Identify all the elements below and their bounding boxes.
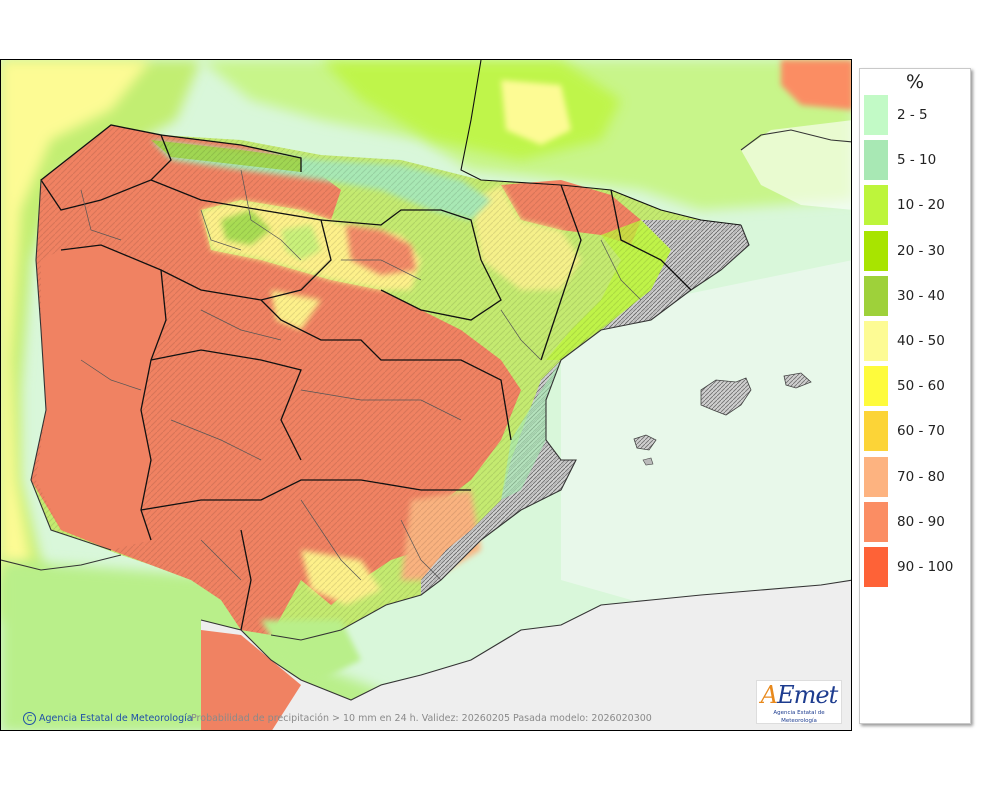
legend-swatch — [864, 185, 888, 226]
legend-swatch — [864, 275, 888, 316]
france-coast — [741, 120, 851, 210]
legend-label: 20 - 30 — [897, 242, 945, 259]
legend-label: 2 - 5 — [897, 107, 928, 123]
menorca-island — [783, 372, 812, 389]
copyright-notice: C Agencia Estatal de Meteorología — [23, 712, 193, 725]
portugal-border — [60, 244, 167, 541]
legend-swatch — [864, 411, 888, 452]
map-canvas — [1, 60, 851, 730]
legend-item: 80 - 90 — [864, 501, 968, 544]
legend-swatch — [864, 501, 888, 542]
north-africa-land — [201, 580, 851, 730]
portugal-coast — [30, 179, 112, 551]
portugal-region — [36, 245, 166, 550]
legend-item: 10 - 20 — [864, 185, 968, 227]
atlantic-yellow-field — [1, 60, 151, 580]
map-caption: Probabilidad de precipitación > 10 mm en… — [191, 713, 652, 724]
legend-swatch — [864, 366, 888, 407]
precipitation-probability-map[interactable]: C Agencia Estatal de Meteorología Probabi… — [0, 59, 852, 731]
aemet-logo: AEmet Agencia Estatal de Meteorología — [756, 680, 842, 724]
legend-swatch — [864, 547, 888, 587]
copyright-icon: C — [23, 712, 36, 725]
legend-unit: % — [905, 71, 925, 93]
community-borders — [40, 124, 692, 631]
legend-label: 70 - 80 — [897, 468, 945, 485]
legend-label: 10 - 20 — [897, 197, 945, 214]
legend-swatch — [864, 456, 888, 497]
legend-item: 5 - 10 — [864, 140, 968, 182]
legend-label: 40 - 50 — [897, 333, 945, 349]
copyright-text: Agencia Estatal de Meteorología — [39, 713, 193, 724]
legend-item: 90 - 100 — [864, 547, 968, 589]
morocco-red-region — [201, 630, 301, 730]
coastlines — [1, 129, 851, 701]
france-yellow-patch — [501, 80, 571, 145]
alps-red-patch — [781, 60, 851, 110]
legend-label: 5 - 10 — [897, 152, 937, 169]
mediterranean-field — [561, 260, 851, 620]
legend-item: 30 - 40 — [864, 275, 968, 318]
alboran-green-field — [261, 620, 361, 680]
logo-wordmark: AEmet — [760, 681, 838, 709]
legend-item: 60 - 70 — [864, 411, 968, 453]
ibiza-island — [633, 434, 657, 451]
mallorca-island — [700, 377, 752, 416]
france-border — [460, 60, 742, 226]
formentera-island — [642, 457, 654, 466]
relief-shading — [31, 125, 749, 640]
legend-label: 60 - 70 — [897, 423, 945, 440]
legend-label: 50 - 60 — [897, 378, 945, 395]
legend-item: 50 - 60 — [864, 366, 968, 408]
legend-panel: % 2 - 5 5 - 10 10 - 20 20 - 30 30 - 40 40 - 5… — [859, 68, 971, 724]
legend-label: 90 - 100 — [897, 559, 954, 575]
legend-item: 2 - 5 — [864, 95, 968, 137]
legend-label: 80 - 90 — [897, 513, 945, 530]
legend-swatch — [864, 140, 888, 181]
legend-item: 40 - 50 — [864, 321, 968, 363]
legend-item: 70 - 80 — [864, 456, 968, 499]
legend-swatch — [864, 321, 888, 361]
legend-item: 20 - 30 — [864, 230, 968, 273]
legend-swatch — [864, 230, 888, 271]
province-borders — [80, 169, 642, 581]
legend-label: 30 - 40 — [897, 287, 945, 304]
legend-swatch — [864, 95, 888, 135]
logo-subtitle: Agencia Estatal de Meteorología — [773, 710, 825, 724]
